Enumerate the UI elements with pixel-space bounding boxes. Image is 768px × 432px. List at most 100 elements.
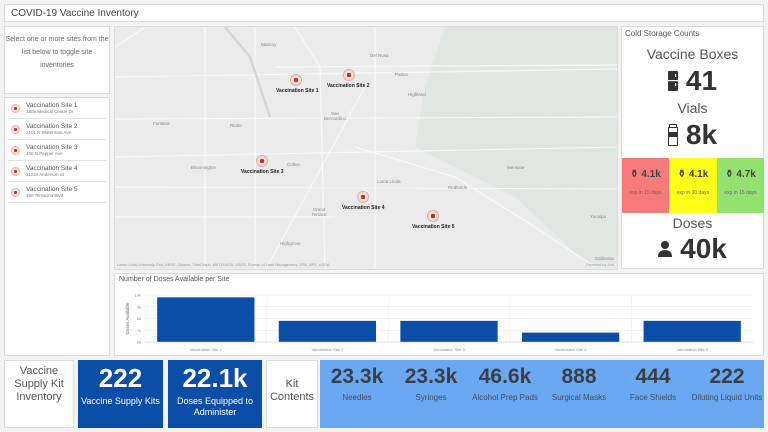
site-list-item[interactable]: Vaccination Site 3 400 N Pepper Ave (8, 140, 106, 161)
cold-storage-title: Cold Storage Counts (625, 29, 700, 38)
doses-count: 40k (680, 233, 727, 264)
map-place-label: Highgrove (280, 241, 301, 246)
site-marker-icon[interactable] (357, 191, 369, 203)
chart-bar (521, 332, 620, 342)
kit-item-label: Surgical Masks (551, 393, 607, 402)
expiry-label: exp in 15 days (724, 190, 757, 196)
vaccine-boxes-count: 41 (685, 65, 718, 96)
site-name: Vaccination Site 3 (26, 143, 78, 151)
expiry-value: ⚱ 4.7k (725, 169, 756, 180)
kit-item-value: 23.3k (404, 365, 458, 388)
site-marker-icon[interactable] (290, 74, 302, 86)
kit-item: 23.3k Needles (320, 360, 394, 428)
kit-item-label: Face Shields (629, 393, 677, 402)
powered-by-esri[interactable]: Powered by Esri (586, 263, 614, 267)
chart-y-tick-label: 6k (137, 340, 141, 345)
kit-contents-title: Kit Contents (266, 360, 318, 428)
doses-equipped-card: 22.1k Doses Equipped to Administer (168, 360, 262, 428)
doses-equipped-label: Doses Equipped to Administer (176, 396, 254, 417)
expiry-box: ⚱ 4.1k exp in 30 days (669, 158, 717, 213)
supply-kits-card: 222 Vaccine Supply Kits (78, 360, 163, 428)
cold-storage-panel: Cold Storage Counts Vaccine Boxes 41 Via… (621, 26, 764, 269)
expiry-value: ⚱ 4.1k (677, 169, 709, 180)
site-name: Vaccination Site 2 (26, 122, 78, 130)
kit-item-value: 444 (635, 365, 671, 388)
chart-x-tick-label: Vaccination Site 2 (312, 347, 344, 352)
chart-y-tick-label: 10k (135, 293, 141, 298)
chart-x-tick-label: Vaccination Site 5 (676, 347, 708, 352)
site-list-item[interactable]: Vaccination Site 5 350 Terracina Blvd (8, 182, 106, 203)
site-name: Vaccination Site 5 (26, 185, 78, 193)
doses-label: Doses (672, 215, 713, 231)
doses-value: 40k (622, 233, 763, 265)
kit-item: 222 Diluting Liquid Units (690, 360, 764, 428)
site-marker-icon[interactable] (343, 69, 355, 81)
doses-equipped-value: 22.1k (182, 363, 248, 393)
kit-item: 888 Surgical Masks (542, 360, 616, 428)
kit-inventory-title: Vaccine Supply Kit Inventory (4, 360, 74, 428)
expiry-value: ⚱ 4.1k (630, 169, 661, 180)
supply-kits-label: Vaccine Supply Kits (81, 396, 160, 406)
site-list: Vaccination Site 1 1805 Medical Center Dr… (4, 97, 110, 356)
kit-item-label: Diluting Liquid Units (691, 393, 763, 402)
chart-bar (643, 320, 741, 342)
map-place-label: Colton (287, 162, 301, 167)
kit-item-value: 46.6k (478, 365, 532, 388)
vials-count: 8k (685, 119, 718, 150)
vaccine-site-icon (11, 124, 20, 134)
map-place-label: Yucaipa (590, 214, 607, 219)
map-place-label: Fontana (153, 121, 170, 126)
chart-y-axis-label: Doses Available (125, 302, 130, 334)
kit-item: 46.6k Alcohol Prep Pads (468, 360, 542, 428)
chart-y-tick-label: 9k (137, 304, 141, 309)
map-place-label: Patton (395, 72, 409, 77)
chart-bar (278, 320, 377, 342)
site-list-item[interactable]: Vaccination Site 1 1805 Medical Center Dr (8, 98, 106, 119)
map-place-label: Loma Linda (377, 179, 401, 184)
chart-x-tick-label: Vaccination Site 1 (190, 347, 222, 352)
map-place-label: Highland (408, 92, 426, 97)
supply-kits-value: 222 (98, 363, 143, 393)
chart-x-tick-label: Vaccination Site 4 (555, 347, 587, 352)
map-place-label: Redlands (448, 185, 468, 190)
site-marker-icon[interactable] (256, 155, 268, 167)
chart-y-tick-label: 7k (137, 328, 141, 333)
map-basemap (115, 27, 617, 269)
kit-item-value: 888 (561, 365, 597, 388)
site-marker-icon[interactable] (427, 210, 439, 222)
map-view[interactable]: Muscoy Del Rosa Patton Highland San Bern… (114, 26, 618, 270)
site-marker-label: Vaccination Site 5 (412, 224, 455, 230)
map-place-label: Bloomington (191, 165, 217, 170)
site-address: 2101 N Waterman Ave (26, 129, 72, 135)
kit-item-label: Needles (342, 393, 372, 402)
kit-item-value: 222 (709, 365, 745, 388)
chart-x-tick-label: Vaccination Site 3 (433, 347, 465, 352)
vaccine-site-icon (11, 103, 20, 113)
map-place-label: Grand Terrace (311, 207, 327, 217)
kit-item-label: Alcohol Prep Pads (472, 393, 538, 402)
map-place-label: San Bernardino (323, 111, 346, 121)
site-name: Vaccination Site 4 (26, 164, 78, 172)
map-attribution: Loma Linda University, Esri, HERE, Garmi… (117, 263, 330, 267)
site-address: 350 Terracina Blvd (26, 192, 64, 198)
expiry-label: exp in 15 days (629, 190, 662, 196)
chart-title: Number of Doses Available per Site (119, 276, 230, 283)
vials-label: Vials (677, 100, 708, 116)
kit-item-label: Syringes (415, 393, 447, 402)
site-marker-label: Vaccination Site 2 (327, 83, 370, 89)
kit-item: 23.3k Syringes (394, 360, 468, 428)
kit-item: 444 Face Shields (616, 360, 690, 428)
freezer-icon (667, 71, 678, 91)
expiry-label: exp in 30 days (676, 190, 710, 196)
kit-item-value: 23.3k (330, 365, 384, 388)
site-list-item[interactable]: Vaccination Site 2 2101 N Waterman Ave (8, 119, 106, 140)
site-marker-label: Vaccination Site 3 (241, 169, 284, 175)
site-address: 11234 Anderson St (26, 171, 64, 177)
doses-chart-panel: Number of Doses Available per Site 10k 9k… (114, 273, 764, 356)
vaccine-site-icon (11, 145, 20, 155)
site-address: 1805 Medical Center Dr (26, 108, 74, 114)
site-list-item[interactable]: Vaccination Site 4 11234 Anderson St (8, 161, 106, 182)
vial-small-icon: ⚱ (725, 169, 737, 180)
map-place-label: Del Rosa (370, 53, 389, 58)
map-place-label: Rialto (230, 123, 242, 128)
